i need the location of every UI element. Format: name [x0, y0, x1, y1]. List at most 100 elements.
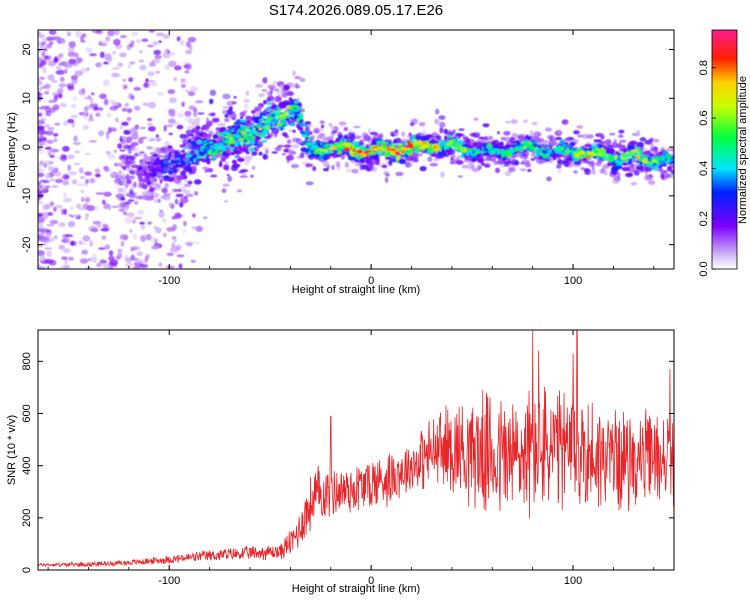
spectrogram-noise-blob — [38, 107, 43, 110]
spectrogram-ridge-blob — [573, 161, 582, 165]
spectrogram-ridge-blob — [498, 149, 504, 154]
spectrogram-halo-blob — [581, 133, 589, 139]
spectrogram-ridge-blob — [289, 122, 296, 127]
spectrogram-ridge-blob — [535, 148, 543, 154]
spectrogram-ridge-blob — [369, 151, 375, 154]
spectrogram-halo-blob — [556, 164, 562, 169]
spectrogram-noise-blob — [47, 127, 55, 131]
spectrogram-ridge-blob — [267, 134, 271, 138]
spectrogram-ridge-blob — [192, 168, 197, 173]
spectrogram-halo-blob — [414, 152, 419, 157]
spectrogram-ridge-blob — [233, 121, 242, 126]
spectrogram-noise-blob — [38, 244, 43, 248]
spectrogram-ridge-blob — [224, 113, 229, 118]
spectrogram-halo-blob — [202, 216, 208, 220]
spectrogram-noise-blob — [106, 133, 110, 140]
spectrogram-noise-blob — [71, 179, 78, 185]
spectrogram-noise-blob — [38, 201, 44, 205]
spectrogram-ridge-blob — [184, 159, 191, 164]
spectrogram-ridge-blob — [191, 154, 198, 159]
spectrogram-noise-blob — [41, 51, 46, 57]
spectrogram-noise-blob — [86, 205, 96, 212]
spectrogram-noise-blob — [158, 262, 162, 267]
spectrogram-halo-blob — [118, 154, 126, 161]
spectrogram-halo-blob — [471, 167, 480, 172]
spectrogram-noise-blob — [45, 110, 52, 117]
spectrogram-halo-blob — [422, 129, 427, 135]
spectrogram-halo-blob — [533, 131, 541, 138]
spectrogram-ridge-blob — [188, 169, 193, 174]
spectrogram-ridge-blob — [264, 121, 271, 126]
spectrogram-halo-blob — [405, 161, 411, 168]
chart-title: S174.2026.089.05.17.E26 — [269, 2, 443, 19]
spectrogram-ridge-blob — [506, 144, 512, 149]
spectrogram-ridge-blob — [308, 137, 310, 143]
spectrogram-noise-blob — [53, 206, 57, 213]
spectrogram-halo-blob — [648, 180, 656, 185]
spectrogram-noise-blob — [44, 185, 51, 188]
spectrogram-halo-blob — [335, 161, 341, 167]
spectrogram-noise-blob — [76, 57, 83, 64]
spectrogram-halo-blob — [650, 142, 654, 149]
spectrogram-ridge-blob — [254, 135, 261, 141]
spectrogram-ridge-blob — [308, 154, 313, 158]
spectrogram-noise-blob — [38, 119, 41, 125]
spectrogram-noise-blob — [57, 87, 64, 94]
spectrogram-ridge-blob — [493, 145, 497, 149]
spectrogram-ridge-blob — [515, 139, 520, 145]
spectrogram-ridge-blob — [439, 151, 444, 154]
spectrogram-noise-blob — [89, 113, 93, 120]
spectrogram-halo-blob — [157, 198, 161, 203]
spectrogram-halo-blob — [409, 162, 413, 167]
spectrogram-ridge-blob — [341, 137, 345, 141]
spectrogram-ridge-blob — [224, 137, 227, 142]
spectrogram-ridge-blob — [167, 177, 175, 182]
spectrogram-ridge-blob — [295, 111, 301, 115]
spectrogram-ridge-blob — [225, 133, 232, 136]
spectrogram-noise-blob — [112, 50, 116, 55]
spectrogram-noise-blob — [95, 192, 105, 195]
spectrogram-ridge-blob — [377, 146, 380, 149]
spectrogram-ridge-blob — [477, 157, 485, 164]
spectrogram-noise-blob — [78, 88, 86, 96]
spectrogram-noise-blob — [50, 148, 59, 153]
spectrogram-noise-blob — [79, 258, 89, 264]
spectrogram-ridge-blob — [266, 111, 270, 114]
spectrogram-noise-blob — [184, 70, 190, 74]
spectrogram-noise-blob — [100, 40, 108, 47]
spectrogram-noise-blob — [91, 92, 95, 96]
spectrogram-ridge-blob — [164, 160, 167, 165]
spectrogram-halo-blob — [557, 169, 562, 174]
spectrogram-x-ticks: -100 0 100 — [47, 30, 655, 287]
spectrogram-ridge-blob — [438, 152, 447, 157]
spectrogram-halo-blob — [343, 126, 348, 132]
spectrogram-noise-blob — [48, 99, 57, 103]
spectrogram-halo-blob — [503, 131, 511, 136]
spectrogram-ridge-blob — [199, 149, 202, 152]
spectrogram-noise-blob — [93, 106, 99, 111]
spectrogram-ridge-blob — [465, 153, 470, 156]
spectrogram-ridge-blob — [142, 169, 147, 173]
spectrogram-halo-blob — [414, 159, 419, 163]
spectrogram-ridge-blob — [559, 139, 566, 145]
spectrogram-noise-blob — [106, 56, 112, 62]
spectrogram-ridge-blob — [190, 140, 196, 146]
spectrogram-noise-blob — [76, 183, 85, 187]
spectrogram-halo-blob — [243, 155, 253, 162]
spectrogram-noise-blob — [125, 262, 133, 268]
spectrogram-ridge-blob — [155, 171, 162, 177]
spectrogram-noise-blob — [126, 116, 132, 122]
spectrogram-y-tick-label: 20 — [21, 43, 33, 55]
spectrogram-halo-blob — [243, 98, 250, 103]
spectrogram-ridge-blob — [533, 144, 538, 148]
spectrogram-noise-blob — [153, 58, 161, 64]
spectrogram-ridge-blob — [261, 139, 268, 143]
spectrogram-halo-blob — [345, 168, 354, 173]
spectrogram-ridge-blob — [218, 161, 223, 168]
spectrogram-ridge-blob — [642, 158, 648, 164]
spectrogram-noise-blob — [102, 79, 110, 87]
spectrogram-ridge-blob — [607, 162, 613, 167]
spectrogram-noise-blob — [74, 150, 80, 154]
spectrogram-noise-blob — [103, 98, 109, 106]
